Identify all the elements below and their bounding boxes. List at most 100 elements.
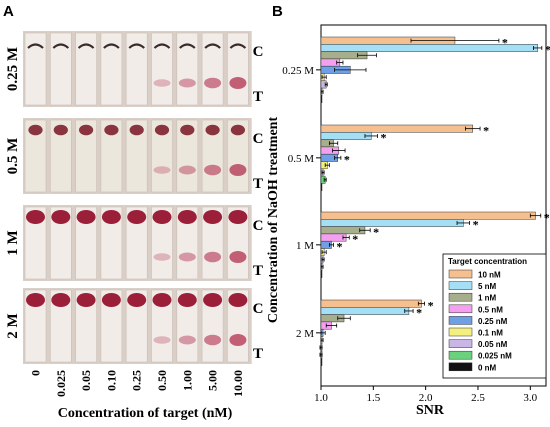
significance-marker: * [344,153,350,167]
target-concentration-tick: 1.00 [180,370,194,391]
control-line-spot [26,293,45,307]
legend-label: 0.05 nM [478,340,508,349]
test-strip [176,32,199,106]
test-strip [24,119,47,193]
control-line-spot [228,210,248,224]
test-line-spot [204,251,222,263]
test-strip [49,289,72,363]
test-strip [100,289,123,363]
control-line-label: C [253,301,264,317]
control-line-spot [129,124,144,136]
y-tick-label: 1 M [296,240,314,252]
bar [320,211,536,220]
test-line-label: T [253,89,263,105]
control-line-spot [177,293,197,307]
control-line-spot [229,43,247,49]
test-line-spot [178,335,196,345]
panel-a-letter: A [3,3,14,20]
significance-marker: * [473,218,479,232]
control-line-spot [52,43,70,49]
test-line-spot [204,334,222,346]
significance-marker: * [502,35,508,49]
control-line-spot [78,124,94,136]
bar [320,299,422,308]
significance-marker: * [373,225,379,239]
bar [320,183,323,191]
panel-a-x-axis-label: Concentration of target (nM) [58,406,233,421]
significance-marker: * [352,232,358,246]
test-line-spot [153,166,171,174]
x-tick-label: 3.0 [523,392,537,404]
significance-marker: * [381,131,387,145]
target-concentration-tick: 0 [29,370,43,376]
control-line-spot [127,293,147,307]
test-line-spot [153,336,171,344]
target-concentration-tick: 0.25 [130,370,144,391]
legend-title: Target concentration [448,257,527,266]
legend-swatch [448,339,473,348]
test-strip [49,206,72,280]
control-line-spot [104,124,119,136]
legend-swatch [448,316,473,325]
legend-swatch [448,292,473,302]
target-concentration-tick: 0.025 [54,370,68,397]
test-strip [24,206,47,280]
target-concentration-tick: 0.05 [79,370,93,391]
naoh-row-label: 0.25 M [5,47,21,91]
naoh-row-label: 2 M [5,313,21,338]
test-strip [176,289,199,363]
test-line-spot [153,79,171,87]
target-concentration-tick: 0.50 [155,370,169,391]
control-test-line-labels: C T C T C T C T [253,44,264,362]
y-tick-label: 0.5 M [288,153,315,165]
legend-label: 1 nM [478,294,497,303]
test-line-spot [204,77,222,89]
test-line-spot [204,164,222,176]
target-concentration-tick: 10.00 [231,370,245,397]
test-strip [24,289,47,363]
test-strip [125,289,148,363]
control-line-label: C [253,218,264,234]
bar [320,358,323,366]
panel-b-letter: B [272,3,283,20]
test-strip [49,32,72,106]
control-line-spot [177,210,197,224]
control-line-spot [203,210,223,224]
significance-marker: * [483,123,489,137]
naoh-row-labels: 0.25 M 0.5 M 1 M 2 M [5,47,21,339]
significance-marker: * [416,306,422,320]
control-line-spot [204,43,221,49]
bar [320,124,473,133]
y-tick-label: 2 M [296,328,314,340]
control-line-spot [101,210,121,224]
bar [320,219,464,227]
test-strip [176,119,199,193]
legend-label: 0 nM [478,363,497,372]
test-line-spot [229,164,247,176]
plot-frame [320,24,547,387]
control-line-spot [76,210,96,224]
test-line-spot [178,165,196,175]
legend-swatch [448,281,473,290]
test-strip-grid [23,31,252,364]
control-line-spot [128,43,145,49]
legend-label: 5 nM [478,282,497,291]
control-line-spot [76,293,96,307]
snr-bar-chart: 0.25 M * * 0.5 M * * * 1 M * * * * * 2 M * * 1.0 1.5 2.0 2.… [282,24,550,404]
test-line-label: T [253,346,263,362]
control-line-label: C [253,44,264,60]
legend-label: 0.025 nM [478,352,512,361]
control-line-spot [51,210,71,224]
x-tick-label: 2.0 [419,392,433,404]
control-line-spot [203,293,223,307]
control-line-spot [28,124,43,136]
test-strip [100,206,123,280]
legend-label: 0.5 nM [478,305,503,314]
test-strip [151,289,173,363]
significance-marker: * [337,240,343,254]
y-tick-label: 0.25 M [282,65,314,77]
legend-label: 10 nM [478,271,501,280]
test-strip [151,32,173,106]
test-line-spot [229,251,247,263]
test-strip [125,32,148,106]
